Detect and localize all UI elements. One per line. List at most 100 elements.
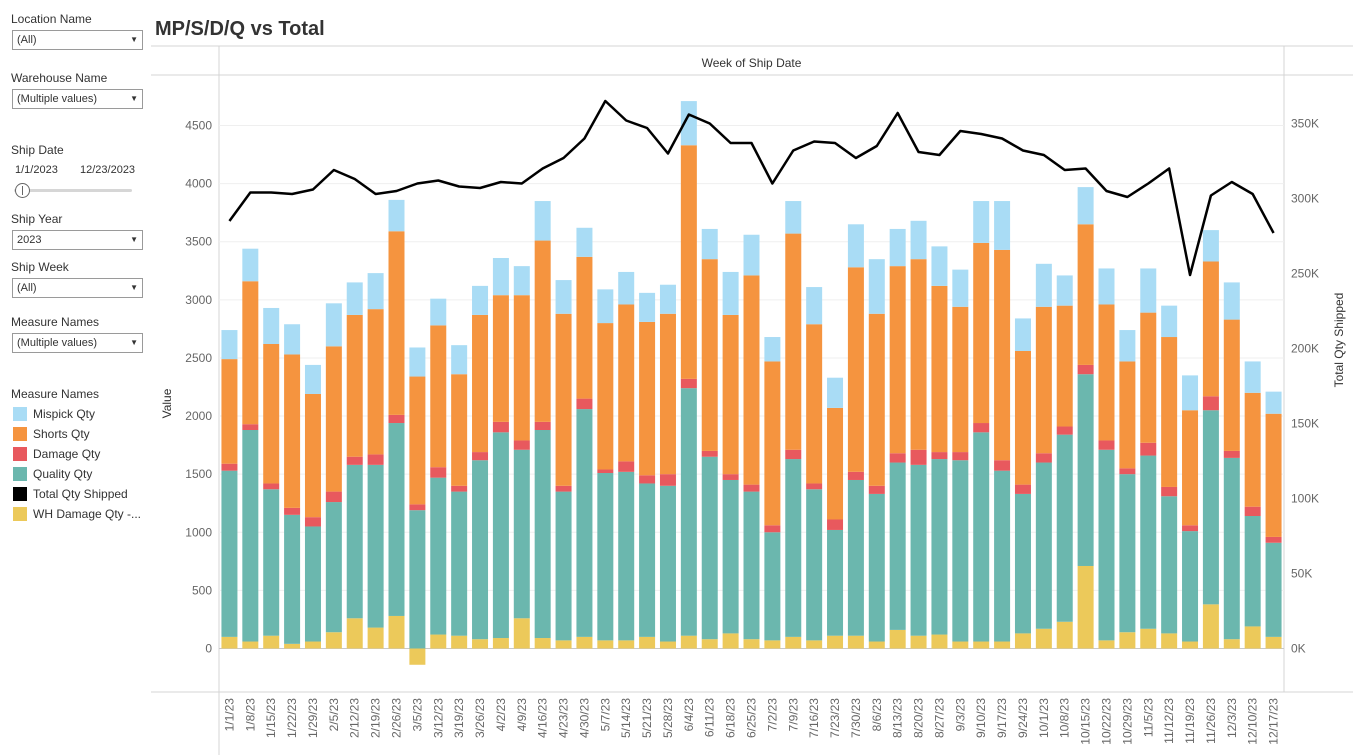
bar-segment [388,231,405,415]
bar-segment [1014,633,1031,649]
bar-segment [639,321,656,476]
bar-segment [701,228,718,260]
x-tick-label: 5/28/23 [661,698,675,738]
bar-segment [534,430,551,639]
bar-segment [659,485,676,642]
bar-segment [952,269,969,307]
bar-segment [618,471,635,641]
bar-segment [1035,306,1052,454]
x-tick-label: 8/27/23 [932,698,946,738]
bar-segment [931,285,948,453]
x-tick-label: 10/8/23 [1058,698,1072,738]
bar-segment [1098,440,1115,450]
bar-segment [1119,361,1136,469]
bar-segment [618,461,635,472]
bar-segment [1077,374,1094,566]
bar-segment [701,456,718,640]
bar-segment [576,256,593,399]
bar-segment [451,491,468,636]
bar-segment [597,640,614,649]
bar-segment [931,246,948,286]
bar-segment [973,242,990,424]
bar-segment [1244,361,1261,393]
bar-segment [994,201,1011,250]
ship-year-dropdown[interactable]: 2023 ▼ [12,230,143,250]
legend-label: Shorts Qty [33,427,90,441]
bar-segment [827,377,844,408]
bar-segment [325,346,342,492]
chevron-down-icon: ▼ [130,235,138,244]
x-tick-label: 8/13/23 [891,698,905,738]
x-tick-label: 11/5/23 [1141,698,1155,737]
bar-segment [973,432,990,642]
bar-segment [492,432,509,639]
bar-segment [409,347,426,377]
measure-names-dropdown[interactable]: (Multiple values) ▼ [12,333,143,353]
x-tick-label: 6/4/23 [682,698,696,732]
x-tick-label: 4/23/23 [557,698,571,738]
bar-segment [513,266,530,296]
bar-segment [994,641,1011,649]
x-tick-label: 2/5/23 [327,698,341,732]
y2-tick-label: 50K [1291,567,1312,581]
y2-tick-label: 200K [1291,342,1319,356]
bar-segment [1014,318,1031,351]
bar-segment [764,640,781,649]
legend-swatch [13,507,27,521]
bar-segment [952,460,969,642]
bar-segment [806,324,823,484]
bar-segment [367,627,384,649]
legend-swatch [13,467,27,481]
bar-segment [868,259,885,314]
bar-segment [1202,410,1219,605]
bar-segment [304,364,321,394]
bar-segment [346,464,363,619]
x-tick-label: 1/22/23 [285,698,299,738]
bar-segment [346,282,363,315]
bar-segment [242,281,259,425]
bar-segment [430,325,447,468]
bar-segment [910,464,927,636]
bar-segment [1140,442,1157,456]
x-tick-label: 3/26/23 [473,698,487,738]
bar-segment [304,641,321,649]
bar-segment [1223,450,1240,458]
y-tick-label: 4500 [185,119,212,133]
bar-segment [1140,268,1157,313]
bar-segment [847,471,864,480]
bar-segment [868,493,885,642]
legend-label: Quality Qty [33,467,93,481]
bar-segment [1244,516,1261,627]
bar-segment [1161,496,1178,634]
legend-label: WH Damage Qty -... [33,507,142,521]
bar-segment [785,636,802,649]
bar-segment [304,526,321,642]
bar-segment [367,454,384,465]
x-tick-label: 2/26/23 [390,698,404,738]
bar-segment [1098,268,1115,305]
warehouse-dropdown[interactable]: (Multiple values) ▼ [12,89,143,109]
bar-segment [221,636,238,649]
bar-segment [1244,392,1261,507]
bar-segment [1202,261,1219,397]
bar-segment [618,304,635,462]
bar-segment [242,430,259,642]
bar-segment [492,295,509,422]
location-dropdown[interactable]: (All) ▼ [12,30,143,50]
bar-segment [1223,457,1240,640]
bar-segment [555,640,572,649]
bar-segment [1140,455,1157,629]
bar-segment [889,462,906,630]
bar-segment [827,635,844,649]
y-tick-label: 4000 [185,177,212,191]
bar-segment [492,638,509,649]
bar-segment [1265,636,1282,649]
ship-date-slider-track[interactable] [14,189,132,192]
bar-segment [325,632,342,649]
ship-date-slider-handle[interactable] [15,183,30,198]
bar-segment [764,361,781,526]
bar-segment [952,452,969,461]
bar-segment [576,398,593,410]
bar-segment [242,424,259,431]
ship-week-dropdown[interactable]: (All) ▼ [12,278,143,298]
